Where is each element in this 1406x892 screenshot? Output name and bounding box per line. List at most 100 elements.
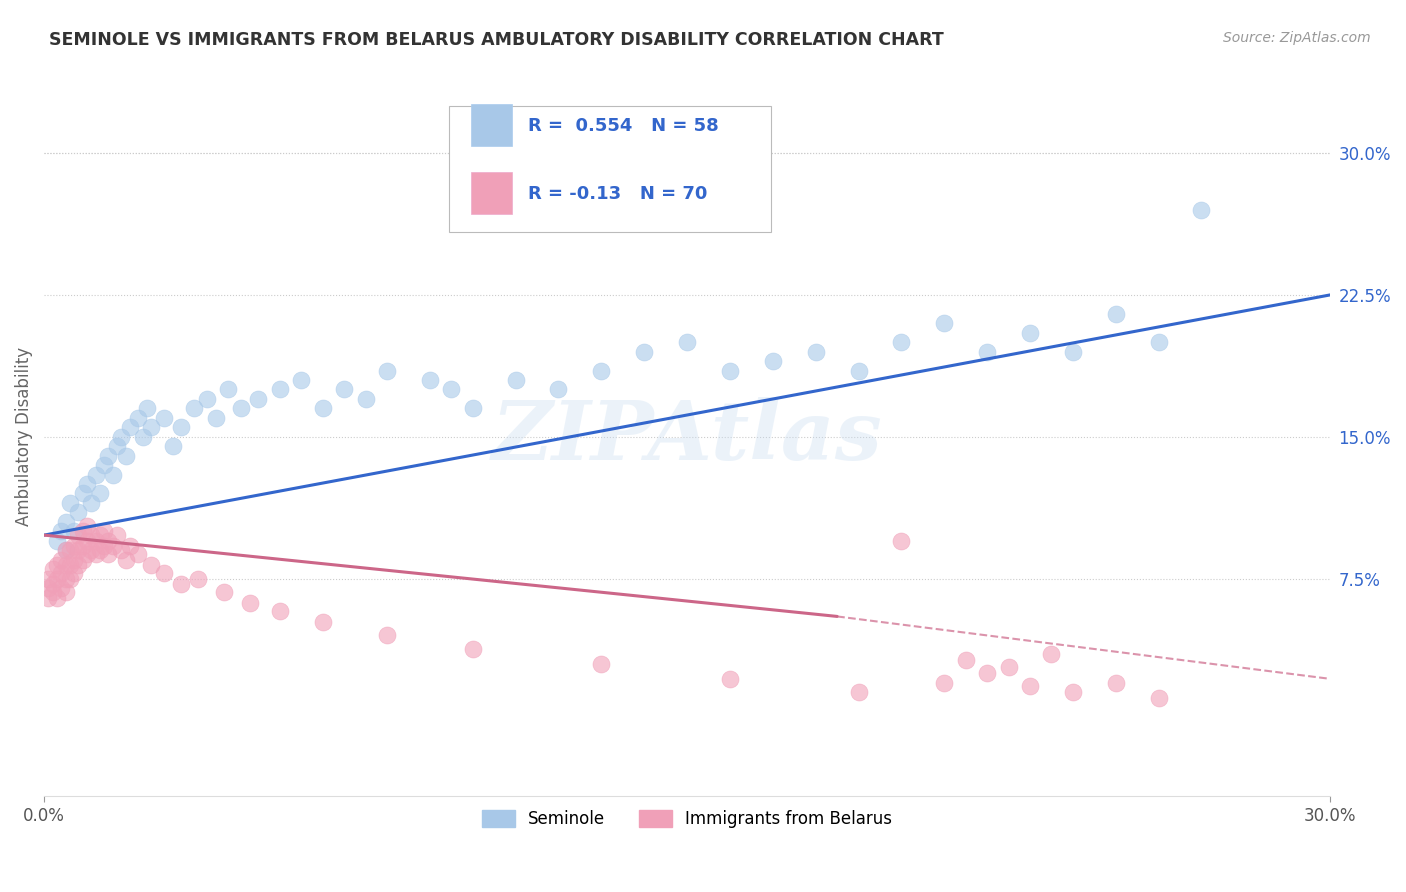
Point	[59, 543, 82, 558]
Point	[51, 566, 73, 580]
Point	[89, 543, 111, 558]
Point	[105, 439, 128, 453]
Point	[72, 540, 94, 554]
Point	[55, 543, 77, 558]
Point	[312, 401, 335, 416]
Point	[375, 628, 398, 642]
Point	[934, 316, 956, 330]
Point	[231, 401, 253, 416]
Point	[37, 591, 59, 605]
Point	[162, 439, 184, 453]
Point	[59, 496, 82, 510]
Point	[76, 547, 98, 561]
Point	[93, 540, 115, 554]
Point	[269, 383, 291, 397]
Point	[72, 552, 94, 566]
Point	[93, 458, 115, 472]
Point	[55, 584, 77, 599]
Point	[997, 660, 1019, 674]
Point	[170, 577, 193, 591]
Point	[55, 558, 77, 573]
Point	[76, 477, 98, 491]
Point	[461, 401, 484, 416]
Point	[976, 666, 998, 681]
Point	[762, 354, 785, 368]
Point	[183, 401, 205, 416]
Point	[63, 566, 86, 580]
Point	[718, 363, 741, 377]
Point	[46, 558, 69, 573]
Point	[46, 591, 69, 605]
Point	[204, 410, 226, 425]
Point	[955, 653, 977, 667]
Point	[890, 533, 912, 548]
Point	[591, 657, 613, 671]
Point	[1019, 680, 1042, 694]
Point	[136, 401, 159, 416]
Point	[97, 449, 120, 463]
Point	[37, 581, 59, 595]
Text: SEMINOLE VS IMMIGRANTS FROM BELARUS AMBULATORY DISABILITY CORRELATION CHART: SEMINOLE VS IMMIGRANTS FROM BELARUS AMBU…	[49, 31, 943, 49]
Point	[84, 467, 107, 482]
Point	[63, 540, 86, 554]
Point	[153, 566, 176, 580]
Point	[67, 505, 90, 519]
Point	[97, 547, 120, 561]
Point	[93, 524, 115, 539]
Point	[55, 572, 77, 586]
Point	[80, 528, 103, 542]
Point	[195, 392, 218, 406]
Point	[141, 420, 163, 434]
Text: R =  0.554   N = 58: R = 0.554 N = 58	[527, 117, 718, 135]
Point	[76, 518, 98, 533]
Point	[127, 547, 149, 561]
Point	[110, 430, 132, 444]
Point	[114, 552, 136, 566]
Point	[97, 533, 120, 548]
Y-axis label: Ambulatory Disability: Ambulatory Disability	[15, 347, 32, 526]
Point	[118, 420, 141, 434]
Point	[114, 449, 136, 463]
Point	[1105, 675, 1128, 690]
Point	[89, 486, 111, 500]
Point	[80, 496, 103, 510]
Point	[1105, 307, 1128, 321]
Point	[63, 552, 86, 566]
Point	[247, 392, 270, 406]
Point	[153, 410, 176, 425]
Point	[440, 383, 463, 397]
Point	[101, 467, 124, 482]
Point	[127, 410, 149, 425]
Point	[419, 373, 441, 387]
FancyBboxPatch shape	[471, 104, 512, 145]
Point	[212, 584, 235, 599]
Point	[84, 547, 107, 561]
Point	[80, 543, 103, 558]
Point	[633, 344, 655, 359]
Point	[141, 558, 163, 573]
Point	[72, 486, 94, 500]
Point	[1191, 202, 1213, 217]
Point	[375, 363, 398, 377]
Point	[55, 515, 77, 529]
Point	[51, 581, 73, 595]
Point	[105, 528, 128, 542]
Point	[170, 420, 193, 434]
Point	[1147, 690, 1170, 705]
Point	[41, 584, 63, 599]
Point	[55, 543, 77, 558]
FancyBboxPatch shape	[471, 172, 512, 214]
Point	[63, 524, 86, 539]
Point	[37, 572, 59, 586]
Point	[101, 540, 124, 554]
Point	[84, 533, 107, 548]
Point	[1147, 335, 1170, 350]
Point	[976, 344, 998, 359]
FancyBboxPatch shape	[449, 106, 770, 232]
Point	[89, 528, 111, 542]
Point	[51, 552, 73, 566]
Point	[312, 615, 335, 629]
Point	[290, 373, 312, 387]
Point	[934, 675, 956, 690]
Point	[51, 524, 73, 539]
